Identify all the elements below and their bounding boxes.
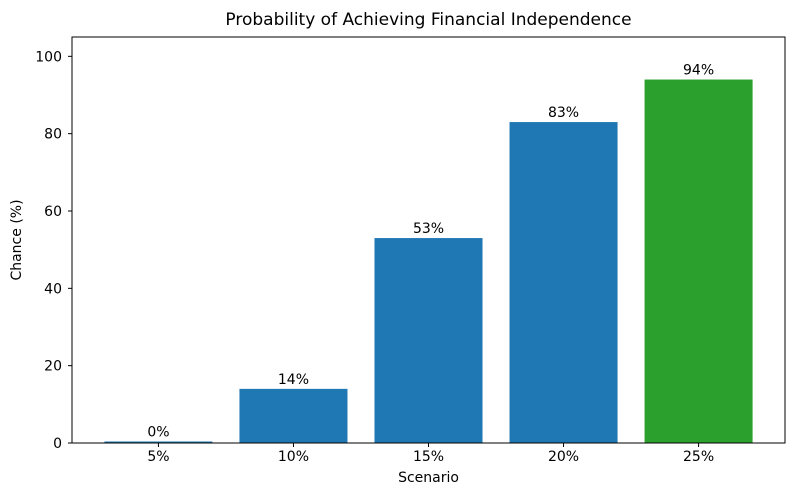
x-tick-label: 25% [683, 449, 714, 465]
x-tick-label: 20% [548, 449, 579, 465]
bar-value-label: 83% [548, 105, 579, 121]
bar-value-label: 94% [683, 63, 714, 79]
y-axis-label: Chance (%) [9, 199, 25, 280]
y-tick-label: 20 [44, 359, 62, 375]
x-tick-label: 10% [278, 449, 309, 465]
x-tick-label: 5% [147, 449, 169, 465]
x-tick-label: 15% [413, 449, 444, 465]
bar [509, 122, 618, 444]
bar [239, 388, 348, 443]
chart-title: Probability of Achieving Financial Indep… [225, 10, 631, 30]
bar-value-label: 53% [413, 221, 444, 237]
bar [644, 79, 753, 444]
bars-group [104, 79, 753, 444]
y-axis-ticks: 0 20 40 60 80 100 [35, 49, 72, 452]
y-tick-label: 60 [44, 204, 62, 220]
y-tick-label: 100 [35, 49, 62, 65]
bar-value-label: 0% [147, 425, 169, 441]
x-axis-label: Scenario [398, 470, 459, 486]
bar [374, 238, 483, 443]
y-tick-label: 40 [44, 281, 62, 297]
bar-value-labels: 0% 14% 53% 83% 94% [147, 63, 714, 441]
plot-border [71, 36, 786, 444]
y-tick-label: 80 [44, 127, 62, 143]
bar-value-label: 14% [278, 372, 309, 388]
x-axis-ticks: 5% 10% 15% 20% 25% [147, 443, 714, 465]
y-tick-label: 0 [53, 436, 62, 452]
bar [104, 441, 213, 443]
